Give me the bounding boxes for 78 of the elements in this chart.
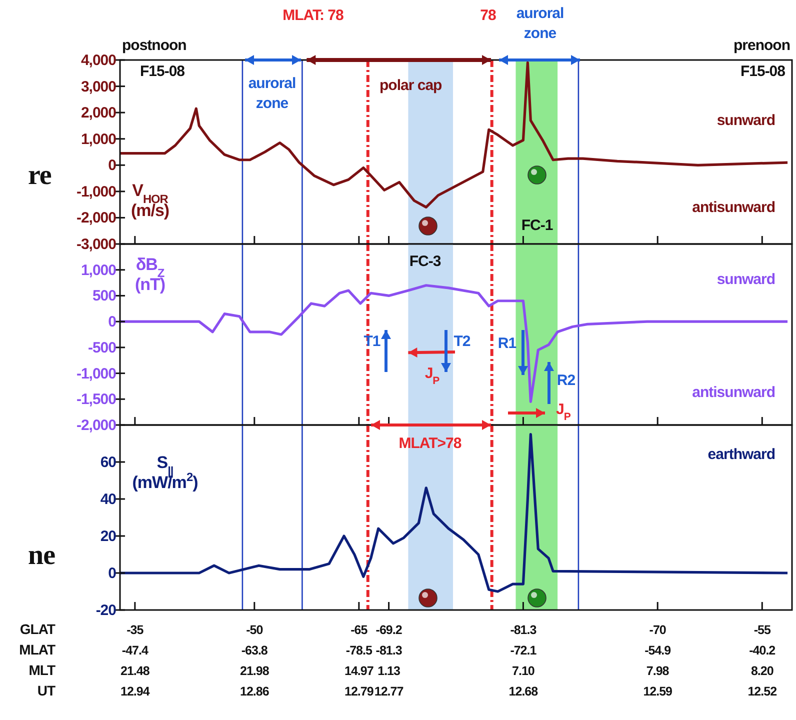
text: -81.3 [376,644,402,658]
annotation: sunward [716,112,776,129]
x-axis-title: GLAT MLAT MLT UT [19,621,56,698]
text: 21.98 [240,664,270,678]
text: -65 [350,623,368,637]
text: MLAT: 78 [282,7,344,24]
y-tick-label: 60 [100,454,116,471]
annotation: R2 [556,372,576,389]
y-tick-label: 0 [108,157,116,174]
y-tick-label: 500 [92,288,116,305]
annotation: earthward [708,446,776,463]
x-tick-label: 12.77 [374,684,404,698]
annotation: T2 [454,333,470,350]
text: -55 [754,623,771,637]
text: -69.2 [376,623,402,637]
y-tick-label: -500 [88,339,116,356]
text: -40.2 [749,644,776,658]
text: 7.10 [512,664,535,678]
annotation: T1 [364,333,380,350]
text: -70 [649,623,666,637]
annotation: F15-08 [140,63,185,80]
y-axis-title: S$_{||}$ (mW/m$^{2}$) [132,453,198,492]
band-label: polar cap [380,77,442,94]
text: -72.1 [510,644,537,658]
annotation: J$_{P}$ [556,401,571,423]
annotation: antisunward [692,199,776,216]
annotation: F15-08 [740,63,786,80]
text: -81.3 [510,623,537,637]
y-tick-label: -20 [96,602,116,619]
text: prenoon [734,37,790,54]
text: -63.8 [241,644,268,658]
y-tick-label: -1,000 [76,365,116,382]
x-tick-label: 12.59 [643,684,673,698]
y-tick-label: 20 [100,528,116,545]
text: re [28,160,52,191]
y-tick-label: -2,000 [76,210,116,227]
y-tick-label: -2,000 [76,417,116,434]
text: 21.48 [120,664,150,678]
text: -47.4 [122,644,148,658]
annotation: J$_{P}$ [424,365,440,387]
annotation: MLAT>78 [398,435,462,452]
text: 14.97 [344,664,374,678]
text: auroral zone [516,5,564,42]
y-tick-label: -3,000 [76,236,116,253]
y-tick-label: 40 [100,491,116,508]
annotation: FC-1 [521,217,553,234]
text: -54.9 [644,644,672,658]
annotation: auroral zone [248,75,296,112]
text: 8.20 [750,664,774,678]
x-tick-label: 12.52 [748,684,778,698]
y-tick-label: 2,000 [80,104,116,122]
line-series [118,432,789,593]
y-tick-label: 4,000 [80,52,116,69]
text: -50 [246,623,264,637]
y-tick-label: 0 [108,565,116,582]
annotation: sunward [716,271,776,288]
text: ne [28,540,56,571]
y-axis-title: δB$_{Z}$ (nT) [134,255,166,294]
text: 78 [480,7,496,24]
annotation: FC-3 [409,253,441,270]
text: postnoon [122,37,187,54]
y-tick-label: 0 [108,314,116,331]
y-tick-label: 3,000 [80,78,116,96]
y-axis-title: V$_{HOR}$ (m/s) [130,181,170,220]
x-tick-label: 12.68 [508,684,538,698]
x-tick-label: 12.94 [120,684,150,698]
y-tick-label: -1,500 [76,391,116,408]
annotation: antisunward [692,384,776,401]
x-tick-label: 12.86 [240,684,270,698]
annotation: R1 [498,335,516,352]
y-tick-label: 1,000 [80,130,116,148]
y-tick-label: 1,000 [80,262,116,279]
text: 1.13 [378,664,401,678]
text: -78.5 [346,644,372,658]
text: -35 [126,623,144,637]
text: 7.98 [646,664,670,678]
x-tick-label: 12.79 [344,684,374,698]
y-tick-label: -1,000 [76,183,116,200]
